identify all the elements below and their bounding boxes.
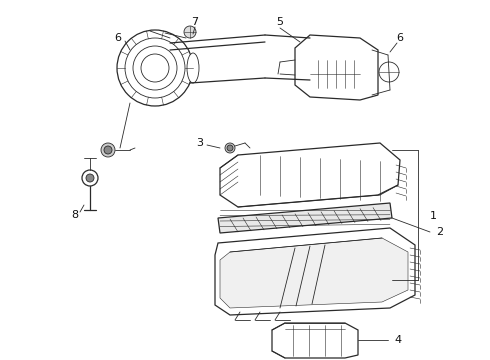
Text: 6: 6	[396, 33, 403, 43]
Circle shape	[125, 38, 185, 98]
Polygon shape	[218, 203, 392, 233]
Text: 5: 5	[276, 17, 284, 27]
Text: 3: 3	[196, 138, 203, 148]
Text: 7: 7	[192, 17, 198, 27]
Ellipse shape	[187, 53, 199, 83]
Circle shape	[133, 46, 177, 90]
Circle shape	[82, 170, 98, 186]
Circle shape	[379, 62, 399, 82]
Circle shape	[227, 145, 233, 151]
Text: 4: 4	[394, 335, 401, 345]
Circle shape	[86, 174, 94, 182]
Circle shape	[117, 30, 193, 106]
Circle shape	[101, 143, 115, 157]
Polygon shape	[295, 35, 378, 100]
Text: 1: 1	[430, 211, 437, 221]
Text: 6: 6	[115, 33, 122, 43]
Circle shape	[184, 26, 196, 38]
Text: 8: 8	[72, 210, 78, 220]
Polygon shape	[220, 238, 408, 308]
Polygon shape	[272, 323, 358, 358]
Circle shape	[225, 143, 235, 153]
Polygon shape	[215, 228, 415, 315]
Polygon shape	[220, 143, 400, 207]
Circle shape	[104, 146, 112, 154]
Text: 2: 2	[436, 227, 443, 237]
Circle shape	[141, 54, 169, 82]
